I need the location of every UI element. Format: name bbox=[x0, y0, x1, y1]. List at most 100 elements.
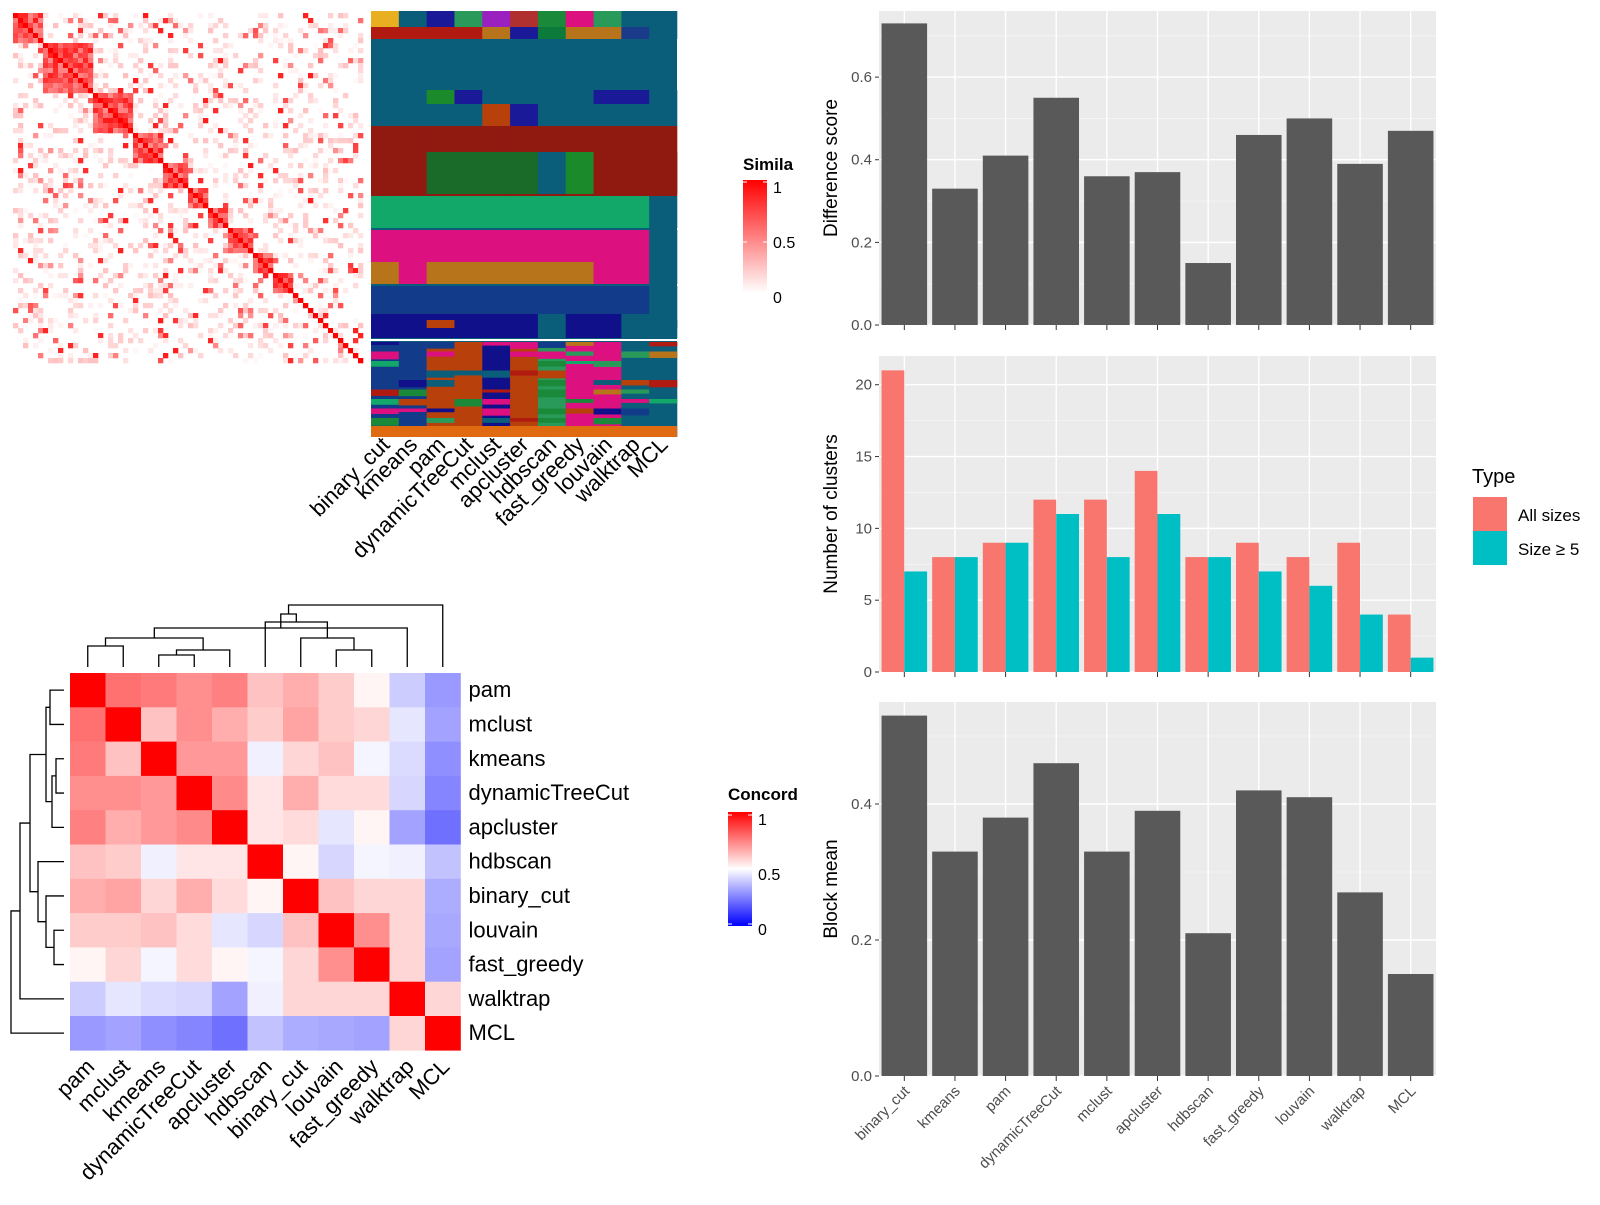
similarity-cell bbox=[78, 128, 84, 134]
similarity-cell bbox=[183, 73, 189, 79]
concordance-cell bbox=[141, 673, 177, 708]
similarity-cell bbox=[293, 293, 299, 299]
similarity-cell bbox=[48, 348, 54, 354]
similarity-cell bbox=[18, 288, 24, 294]
similarity-cell bbox=[153, 288, 159, 294]
similarity-cell bbox=[243, 63, 249, 69]
membership-cell bbox=[398, 27, 427, 39]
similarity-cell bbox=[178, 338, 184, 344]
similarity-cell bbox=[33, 308, 39, 314]
membership-cell bbox=[565, 104, 594, 126]
similarity-cell bbox=[238, 33, 244, 39]
similarity-cell bbox=[333, 268, 339, 274]
similarity-cell bbox=[228, 258, 234, 264]
similarity-cell bbox=[243, 263, 249, 269]
similarity-cell bbox=[93, 123, 99, 129]
concordance-cell bbox=[425, 673, 461, 708]
similarity-cell bbox=[168, 138, 174, 144]
similarity-cell bbox=[158, 308, 164, 314]
similarity-cell bbox=[93, 93, 99, 99]
similarity-cell bbox=[148, 38, 154, 44]
similarity-cell bbox=[193, 263, 199, 269]
similarity-cell bbox=[58, 168, 64, 174]
membership-cell bbox=[537, 11, 567, 27]
similarity-cell bbox=[183, 208, 189, 214]
similarity-cell bbox=[68, 313, 74, 319]
similarity-cell bbox=[98, 128, 104, 134]
similarity-cell bbox=[243, 233, 249, 239]
similarity-cell bbox=[118, 93, 124, 99]
similarity-cell bbox=[238, 68, 244, 74]
similarity-cell bbox=[113, 103, 119, 109]
similarity-cell bbox=[188, 133, 194, 139]
similarity-tick-1: 1 bbox=[773, 180, 782, 197]
similarity-cell bbox=[98, 58, 104, 64]
similarity-cell bbox=[283, 323, 289, 329]
membership-cell bbox=[510, 418, 539, 422]
similarity-cell bbox=[43, 153, 49, 159]
similarity-cell bbox=[38, 248, 44, 254]
similarity-cell bbox=[153, 123, 159, 129]
membership-cell bbox=[621, 351, 650, 358]
similarity-cell bbox=[93, 33, 99, 39]
similarity-cell bbox=[123, 103, 129, 109]
col-dendro-link bbox=[153, 627, 408, 667]
similarity-cell bbox=[288, 38, 294, 44]
similarity-color-bar bbox=[743, 180, 767, 293]
similarity-cell bbox=[88, 88, 94, 94]
similarity-cell bbox=[68, 78, 74, 84]
similarity-cell bbox=[248, 233, 254, 239]
similarity-cell bbox=[18, 123, 24, 129]
y-tick-label: 0.2 bbox=[851, 234, 872, 251]
similarity-cell bbox=[63, 178, 69, 184]
similarity-cell bbox=[353, 318, 359, 324]
membership-cell bbox=[482, 399, 511, 405]
similarity-cell bbox=[358, 133, 364, 139]
similarity-cell bbox=[253, 33, 259, 39]
similarity-cell bbox=[108, 128, 114, 134]
similarity-cell bbox=[308, 193, 314, 199]
similarity-cell bbox=[128, 173, 134, 179]
similarity-cell bbox=[108, 113, 114, 119]
membership-cell bbox=[537, 104, 567, 126]
similarity-cell bbox=[108, 238, 114, 244]
similarity-cell bbox=[43, 68, 49, 74]
membership-cell bbox=[482, 262, 511, 284]
similarity-cell bbox=[73, 233, 79, 239]
similarity-cell bbox=[58, 103, 64, 109]
similarity-cell bbox=[68, 43, 74, 49]
similarity-cell bbox=[338, 353, 344, 359]
membership-cell bbox=[454, 389, 483, 395]
similarity-cell bbox=[203, 103, 209, 109]
similarity-cell bbox=[163, 338, 169, 344]
membership-cell bbox=[593, 104, 622, 126]
similarity-cell bbox=[83, 68, 89, 74]
similarity-cell bbox=[118, 193, 124, 199]
col-dendro-link bbox=[175, 649, 231, 667]
similarity-cell bbox=[118, 218, 124, 224]
membership-cell bbox=[510, 196, 539, 228]
similarity-cell bbox=[83, 88, 89, 94]
similarity-cell bbox=[63, 248, 69, 254]
similarity-cell bbox=[88, 143, 94, 149]
similarity-cell bbox=[153, 273, 159, 279]
similarity-cell bbox=[148, 138, 154, 144]
similarity-cell bbox=[43, 83, 49, 89]
similarity-cell bbox=[313, 313, 319, 319]
similarity-cell bbox=[68, 358, 74, 364]
similarity-cell bbox=[318, 268, 324, 274]
similarity-cell bbox=[88, 23, 94, 29]
similarity-cell bbox=[218, 213, 224, 219]
col-dendro-link bbox=[300, 637, 355, 667]
similarity-cell bbox=[33, 288, 39, 294]
similarity-cell bbox=[208, 218, 214, 224]
similarity-cell bbox=[38, 158, 44, 164]
similarity-cell bbox=[128, 98, 134, 104]
similarity-cell bbox=[188, 38, 194, 44]
concordance-cell bbox=[247, 707, 284, 742]
similarity-cell bbox=[83, 358, 89, 364]
similarity-cell bbox=[133, 308, 139, 314]
concordance-cell bbox=[105, 741, 142, 777]
bar bbox=[881, 23, 928, 325]
similarity-cell bbox=[138, 188, 144, 194]
